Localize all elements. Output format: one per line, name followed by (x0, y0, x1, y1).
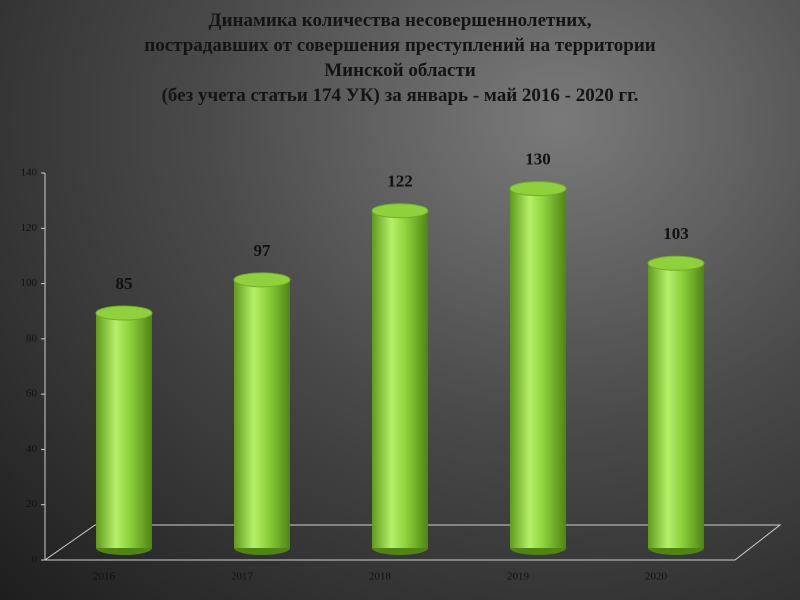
bar-cap (509, 181, 567, 197)
bar-cap (233, 272, 291, 288)
x-tick-label: 2017 (231, 571, 254, 583)
y-tick-label: 0 (32, 554, 38, 566)
value-label: 130 (525, 150, 551, 169)
bar (96, 313, 152, 548)
value-label: 97 (254, 241, 272, 260)
y-tick-label: 20 (26, 498, 38, 510)
y-tick-label: 60 (26, 388, 38, 400)
value-label: 122 (387, 172, 413, 191)
bar (510, 188, 566, 548)
y-tick-label: 140 (21, 167, 38, 179)
y-tick-label: 120 (21, 222, 38, 234)
y-tick-label: 100 (21, 277, 38, 289)
value-label: 103 (663, 224, 689, 243)
value-label: 85 (116, 274, 133, 293)
x-tick-label: 2019 (507, 571, 530, 583)
x-tick-label: 2018 (369, 571, 392, 583)
bar-cap (371, 203, 429, 219)
chart-title: Динамика количества несовершеннолетних, … (144, 10, 656, 106)
floor (43, 524, 782, 561)
y-tick-label: 80 (26, 332, 38, 344)
bar (372, 210, 428, 548)
bar (234, 279, 290, 548)
x-tick-label: 2020 (645, 571, 668, 583)
bar-cap (95, 305, 153, 321)
bar-cap (647, 255, 705, 271)
y-tick-label: 40 (26, 443, 38, 455)
bar (648, 263, 704, 548)
x-tick-label: 2016 (93, 571, 116, 583)
